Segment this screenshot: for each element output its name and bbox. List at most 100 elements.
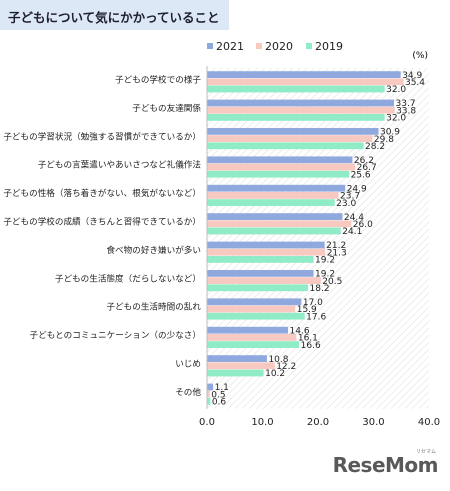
bar-2019-5 bbox=[207, 227, 341, 235]
bar-2020-4 bbox=[207, 192, 339, 199]
value-label-2020-3: 26.7 bbox=[357, 163, 377, 173]
value-label-2019-3: 25.6 bbox=[351, 170, 371, 180]
category-label-11: その他 bbox=[175, 386, 201, 398]
category-label-7: 子どもの生活態度（だらしないなど） bbox=[55, 272, 201, 284]
bar-2021-1 bbox=[207, 99, 395, 107]
legend-swatch-2021 bbox=[207, 43, 213, 49]
value-label-2019-9: 16.6 bbox=[301, 341, 321, 351]
resemom-watermark: ReseMom bbox=[332, 453, 439, 477]
value-label-2021-9: 14.6 bbox=[290, 326, 310, 336]
value-label-2020-9: 16.1 bbox=[298, 334, 318, 344]
legend-label-2021: 2021 bbox=[216, 40, 244, 53]
chart-title: 子どもについて気にかかっていること bbox=[8, 10, 220, 25]
value-label-2020-1: 33.8 bbox=[396, 106, 416, 116]
value-label-2020-0: 35.4 bbox=[405, 78, 425, 88]
bar-2020-1 bbox=[207, 106, 395, 114]
bar-2020-11 bbox=[207, 390, 210, 398]
category-label-9: 子どもとのコミュニケーション（の少なさ） bbox=[30, 330, 201, 341]
value-label-2019-7: 18.2 bbox=[310, 284, 330, 294]
legend-label-2019: 2019 bbox=[315, 40, 343, 53]
value-label-2019-2: 28.2 bbox=[365, 142, 385, 152]
x-tick-label-4: 40.0 bbox=[418, 417, 440, 428]
bar-2021-4 bbox=[207, 184, 346, 192]
bar-2021-3 bbox=[207, 156, 353, 164]
value-label-2019-6: 19.2 bbox=[315, 256, 335, 266]
bar-2019-10 bbox=[207, 369, 264, 377]
value-label-2020-11: 0.5 bbox=[211, 390, 225, 400]
bar-2019-0 bbox=[207, 85, 385, 93]
bar-2021-7 bbox=[207, 270, 314, 277]
value-label-2019-11: 0.6 bbox=[212, 398, 227, 408]
value-label-2020-7: 20.5 bbox=[322, 277, 342, 287]
bar-2019-7 bbox=[207, 284, 309, 292]
value-label-2020-10: 12.2 bbox=[276, 362, 296, 372]
category-label-6: 食べ物の好き嫌いが多い bbox=[106, 244, 201, 256]
x-axis: 0.0 10.0 20.0 30.0 40.0 bbox=[199, 66, 440, 428]
value-label-2019-5: 24.1 bbox=[342, 227, 362, 237]
bar-2019-6 bbox=[207, 256, 314, 263]
bar-2019-2 bbox=[207, 142, 364, 150]
value-label-2021-4: 24.9 bbox=[347, 184, 367, 194]
labels: 34.935.432.0子どもの学校での様子33.733.832.0子どもの友達… bbox=[3, 71, 425, 408]
category-label-10: いじめ bbox=[175, 359, 201, 370]
bar-2020-6 bbox=[207, 248, 326, 256]
bar-2019-9 bbox=[207, 341, 300, 348]
value-label-2021-5: 24.4 bbox=[344, 213, 364, 223]
value-label-2019-10: 10.2 bbox=[265, 369, 285, 379]
value-label-2021-2: 30.9 bbox=[380, 128, 400, 138]
value-label-2021-11: 1.1 bbox=[215, 383, 229, 393]
bar-2019-4 bbox=[207, 199, 335, 206]
bar-2021-8 bbox=[207, 298, 302, 306]
bar-2020-0 bbox=[207, 78, 404, 86]
bar-2020-7 bbox=[207, 277, 321, 284]
bar-2021-10 bbox=[207, 355, 267, 362]
category-label-3: 子どもの言葉遣いやあいさつなど礼儀作法 bbox=[38, 159, 202, 171]
bar-2020-8 bbox=[207, 305, 296, 313]
unit-label: (%) bbox=[412, 51, 428, 61]
bar-2019-8 bbox=[207, 312, 305, 320]
category-label-1: 子どもの友達関係 bbox=[132, 102, 201, 114]
value-label-2021-10: 10.8 bbox=[268, 355, 288, 365]
value-label-2021-7: 19.2 bbox=[315, 270, 335, 280]
bar-2019-1 bbox=[207, 114, 385, 121]
watermark-kana: リセマム bbox=[415, 449, 436, 455]
value-label-2019-1: 32.0 bbox=[386, 114, 406, 124]
value-label-2021-3: 26.2 bbox=[354, 156, 374, 166]
bar-2021-0 bbox=[207, 71, 401, 78]
plot-background bbox=[207, 68, 429, 409]
value-label-2020-5: 26.0 bbox=[353, 220, 373, 230]
value-label-2021-1: 33.7 bbox=[396, 99, 416, 109]
category-label-5: 子どもの学校の成績（きちんと習得できているか） bbox=[3, 216, 201, 228]
legend-swatch-2019 bbox=[306, 43, 312, 49]
bar-2021-9 bbox=[207, 326, 289, 334]
bar-2021-11 bbox=[207, 383, 214, 391]
value-label-2021-6: 21.2 bbox=[326, 241, 346, 251]
bar-2020-2 bbox=[207, 135, 373, 142]
category-label-4: 子どもの性格（落ち着きがない、根気がないなど） bbox=[3, 187, 201, 199]
value-label-2020-8: 15.9 bbox=[297, 305, 317, 315]
plot-area: (%) bbox=[207, 51, 429, 409]
legend: 2021 2020 2019 bbox=[207, 40, 343, 53]
value-label-2020-6: 21.3 bbox=[327, 248, 347, 258]
bar-2020-5 bbox=[207, 220, 352, 228]
category-label-0: 子どもの学校での様子 bbox=[115, 74, 201, 86]
value-label-2021-8: 17.0 bbox=[303, 298, 323, 308]
bar-2019-3 bbox=[207, 170, 350, 178]
value-label-2021-0: 34.9 bbox=[402, 71, 422, 81]
bars bbox=[207, 71, 404, 405]
category-label-2: 子どもの学習状況（勉強する習慣ができているか） bbox=[3, 130, 201, 142]
bar-2021-2 bbox=[207, 128, 379, 135]
bar-2020-9 bbox=[207, 334, 297, 341]
bar-2019-11 bbox=[207, 398, 211, 405]
bar-2021-6 bbox=[207, 241, 325, 249]
category-label-8: 子どもの生活時間の乱れ bbox=[106, 301, 201, 313]
x-tick-label-3: 30.0 bbox=[362, 417, 384, 428]
legend-label-2020: 2020 bbox=[265, 40, 293, 53]
title-banner: 子どもについて気にかかっていること bbox=[0, 0, 229, 30]
value-label-2019-4: 23.0 bbox=[336, 199, 356, 209]
bar-2020-3 bbox=[207, 163, 356, 171]
bar-2021-5 bbox=[207, 213, 343, 220]
x-tick-label-2: 20.0 bbox=[307, 417, 329, 428]
value-label-2020-4: 23.7 bbox=[340, 192, 360, 202]
